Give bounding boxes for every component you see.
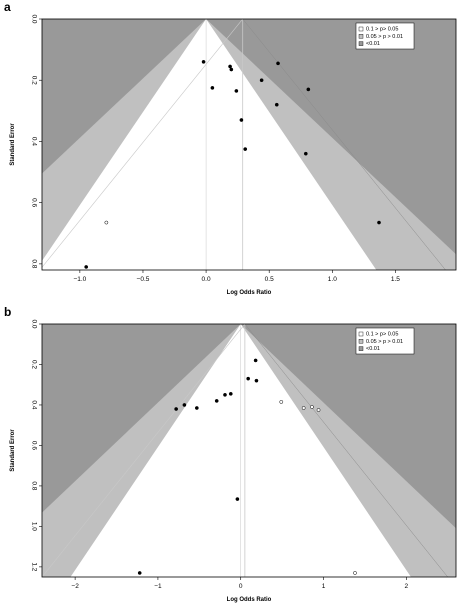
study-point-filled xyxy=(276,61,280,66)
study-point-filled xyxy=(246,376,251,381)
y-tick-label: 1.2 xyxy=(31,562,38,571)
y-tick-label: 0.4 xyxy=(31,137,38,146)
study-point-filled xyxy=(235,497,240,501)
legend-label: <0.01 xyxy=(366,41,380,47)
y-axis-title: Standard Error xyxy=(10,429,16,472)
study-point-filled xyxy=(274,102,279,107)
study-point-filled xyxy=(254,378,259,383)
study-point-open xyxy=(301,406,306,410)
y-tick-label: 1.0 xyxy=(31,522,38,531)
study-point-filled xyxy=(229,67,234,72)
legend-label: 0.1 > p> 0.05 xyxy=(366,332,398,338)
study-point-filled xyxy=(182,403,187,407)
y-tick-label: 0.4 xyxy=(31,400,38,409)
x-tick-label: −1 xyxy=(154,583,162,590)
study-point-filled xyxy=(228,64,232,69)
panel-letter: a xyxy=(4,0,11,14)
legend-box xyxy=(355,22,415,50)
study-point-filled xyxy=(259,78,264,83)
study-point-open xyxy=(353,571,357,575)
study-point-filled xyxy=(243,147,248,151)
study-point-open xyxy=(104,220,109,225)
legend-swatch xyxy=(358,34,364,39)
pooled-ci-right-line xyxy=(244,324,448,577)
pooled-ci-right-line xyxy=(242,19,446,270)
x-tick-label: −1.0 xyxy=(73,276,86,283)
study-point-filled xyxy=(137,571,142,575)
pooled-ci-left-line xyxy=(42,324,246,577)
x-tick-label: 1.5 xyxy=(391,276,400,283)
study-point-filled xyxy=(377,220,381,225)
legend-swatch xyxy=(358,339,364,344)
legend-swatch xyxy=(358,26,364,32)
x-axis-title: Log Odds Ratio xyxy=(227,597,272,603)
x-tick-label: 0.0 xyxy=(202,276,211,283)
plot-frame xyxy=(41,323,457,578)
funnel-plot-panel-a: −1.0 −0.5 0.0 0.5 1.0 1.5 0.0 0.2 0.4 0.6 0.8 Log O… xyxy=(4,0,457,296)
plot-area xyxy=(42,19,456,270)
legend-label: <0.01 xyxy=(366,346,380,352)
study-point-open xyxy=(279,400,284,404)
study-point-filled xyxy=(239,118,244,122)
legend-swatch xyxy=(358,346,364,351)
study-point-filled xyxy=(253,358,258,363)
study-point-open xyxy=(310,405,314,409)
study-point-filled xyxy=(84,265,89,269)
y-tick-label: 0.0 xyxy=(31,14,38,23)
x-tick-label: 1.0 xyxy=(328,276,337,283)
y-axis-title: Standard Error xyxy=(10,123,16,166)
x-tick-label: 0 xyxy=(239,583,243,590)
region-p-gt-0.1 xyxy=(42,19,377,270)
legend-label: 0.05 > p > 0.01 xyxy=(366,34,403,40)
y-tick-label: 0.2 xyxy=(31,360,38,369)
x-tick-label: 0.5 xyxy=(265,276,274,283)
legend: 0.1 > p> 0.050.05 > p > 0.01<0.01 xyxy=(355,327,415,355)
study-point-filled xyxy=(303,151,308,156)
study-point-filled xyxy=(234,89,239,93)
study-point-filled xyxy=(214,399,219,403)
plot-frame xyxy=(41,18,457,271)
legend: 0.1 > p> 0.050.05 > p > 0.01<0.01 xyxy=(355,22,415,50)
x-tick-label: 2 xyxy=(405,583,409,590)
y-tick-label: 0.0 xyxy=(31,319,38,328)
y-tick-label: 0.8 xyxy=(31,481,38,490)
funnel-plot-panel-b: −2 −1 0 1 2 0.0 0.2 0.4 0.6 0.8 1.0 1.2 Log Odds Rat… xyxy=(4,305,457,603)
study-point-filled xyxy=(210,86,215,90)
study-point-filled xyxy=(201,60,206,64)
legend-swatch xyxy=(358,41,364,46)
study-point-filled xyxy=(223,392,227,397)
study-point-filled xyxy=(228,391,233,396)
legend-swatch xyxy=(358,331,364,337)
pooled-ci-left-line xyxy=(42,19,243,268)
study-point-open xyxy=(316,408,321,412)
study-point-filled xyxy=(306,87,311,92)
study-point-filled xyxy=(194,406,199,410)
panel-letter: b xyxy=(4,305,11,319)
study-point-filled xyxy=(174,407,178,411)
y-tick-label: 0.6 xyxy=(31,198,38,207)
plot-area xyxy=(42,324,456,577)
y-tick-label: 0.2 xyxy=(31,76,38,85)
x-tick-label: −0.5 xyxy=(137,276,150,283)
legend-label: 0.05 > p > 0.01 xyxy=(366,339,403,345)
y-tick-label: 0.6 xyxy=(31,441,38,450)
x-tick-label: −2 xyxy=(71,583,79,590)
legend-label: 0.1 > p> 0.05 xyxy=(366,27,398,33)
x-tick-label: 1 xyxy=(322,583,326,590)
legend-box xyxy=(355,327,415,355)
y-tick-label: 0.8 xyxy=(31,259,38,268)
x-axis-title: Log Odds Ratio xyxy=(227,290,272,296)
